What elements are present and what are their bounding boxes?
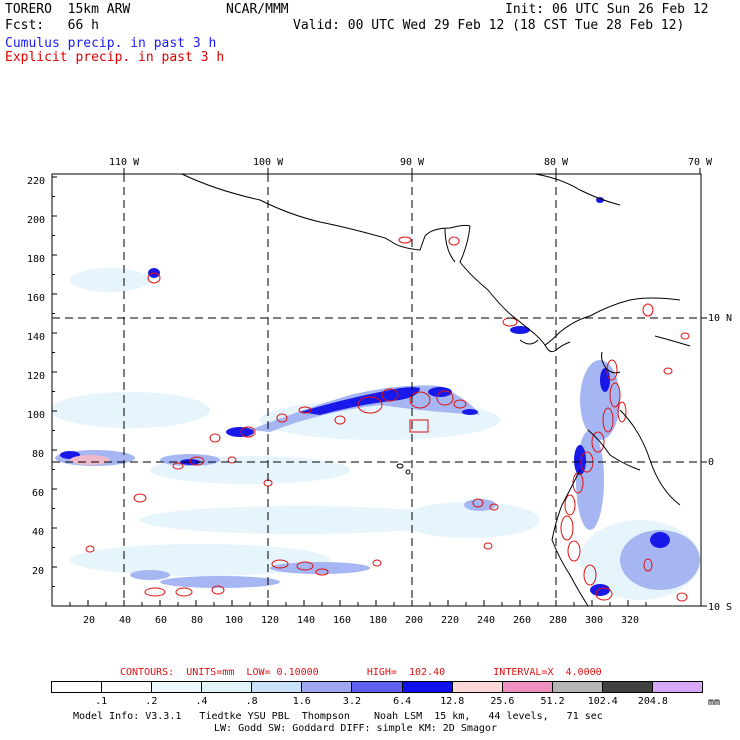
colorbar-label: 12.8 (440, 696, 465, 707)
x-tick: 80 (191, 615, 204, 626)
precip-fields (52, 197, 700, 602)
y-tick: 180 (27, 254, 46, 265)
colorbar-swatch (502, 682, 553, 692)
model-info: Model Info: V3.3.1 Tiedtke YSU PBL Thomp… (73, 711, 603, 722)
colorbar-unit: mm (708, 697, 721, 708)
x-tick: 260 (513, 615, 532, 626)
x-tick: 320 (621, 615, 640, 626)
colorbar-swatch (402, 682, 453, 692)
y-tick: 100 (27, 410, 46, 421)
y-tick: 200 (27, 215, 46, 226)
y-tick: 20 (32, 566, 45, 577)
lon-label: 100 W (253, 157, 284, 168)
x-tick: 220 (441, 615, 460, 626)
x-tick: 140 (297, 615, 316, 626)
cumulus-medium (55, 360, 700, 590)
colorbar-label: 204.8 (637, 696, 668, 707)
colorbar-swatch (302, 682, 353, 692)
colorbar-swatch (152, 682, 203, 692)
model-name: TORERO 15km ARW (5, 2, 131, 17)
x-tick: 240 (477, 615, 496, 626)
x-tick: 160 (333, 615, 352, 626)
y-tick: 60 (32, 488, 45, 499)
x-tick: 120 (261, 615, 280, 626)
colorbar-label: 102.4 (587, 696, 618, 707)
y-tick: 80 (32, 449, 45, 460)
model-physics: LW: Godd SW: Goddard DIFF: simple KM: 2D… (214, 723, 497, 734)
colorbar-swatch (52, 682, 103, 692)
x-tick: 200 (405, 615, 424, 626)
colorbar-label: 3.2 (342, 696, 361, 707)
colorbar-swatch (652, 682, 703, 692)
colorbar (51, 681, 703, 693)
lon-label: 80 W (544, 157, 569, 168)
x-tick: 280 (549, 615, 568, 626)
y-tick: 40 (32, 527, 45, 538)
lon-label: 90 W (400, 157, 425, 168)
valid-time: Valid: 00 UTC Wed 29 Feb 12 (18 CST Tue … (293, 18, 685, 33)
colorbar-swatch (452, 682, 503, 692)
colorbar-label: .8 (245, 696, 258, 707)
y-tick: 160 (27, 293, 46, 304)
graticule (52, 174, 701, 606)
lat-label: 10 N (708, 313, 733, 324)
colorbar-label: .1 (95, 696, 108, 707)
contour-info: CONTOURS: UNITS=mm LOW= 0.10000 HIGH= 10… (120, 667, 602, 678)
y-tick: 140 (27, 332, 46, 343)
init-time: Init: 06 UTC Sun 26 Feb 12 (505, 2, 709, 17)
colorbar-swatch (552, 682, 603, 692)
coastlines (181, 173, 691, 607)
x-tick: 300 (585, 615, 604, 626)
tick-marks (51, 168, 707, 607)
colorbar-label: 51.2 (540, 696, 565, 707)
colorbar-label: 1.6 (292, 696, 311, 707)
colorbar-label: .4 (195, 696, 208, 707)
lon-label: 110 W (109, 157, 140, 168)
colorbar-swatch (252, 682, 303, 692)
colorbar-swatch (202, 682, 253, 692)
colorbar-label: .2 (145, 696, 158, 707)
institution: NCAR/MMM (226, 2, 289, 17)
colorbar-swatch (102, 682, 153, 692)
explicit-contours (85, 236, 690, 602)
colorbar-label: 6.4 (393, 696, 412, 707)
lat-label: 10 S (708, 602, 733, 613)
heavy-precip-patch (70, 455, 110, 465)
forecast-hour: Fcst: 66 h (5, 18, 99, 33)
colorbar-swatch (602, 682, 653, 692)
colorbar-label: 25.6 (490, 696, 515, 707)
x-tick: 60 (155, 615, 168, 626)
legend-cumulus: Cumulus precip. in past 3 h (5, 36, 217, 51)
y-tick: 120 (27, 371, 46, 382)
lat-label: 0 (708, 457, 715, 468)
colorbar-swatch (352, 682, 403, 692)
x-tick: 20 (83, 615, 96, 626)
lon-label: 70 W (688, 157, 713, 168)
x-tick: 180 (369, 615, 388, 626)
y-tick: 220 (27, 176, 46, 187)
legend-explicit: Explicit precip. in past 3 h (5, 50, 225, 65)
x-tick: 100 (225, 615, 244, 626)
x-tick: 40 (119, 615, 132, 626)
